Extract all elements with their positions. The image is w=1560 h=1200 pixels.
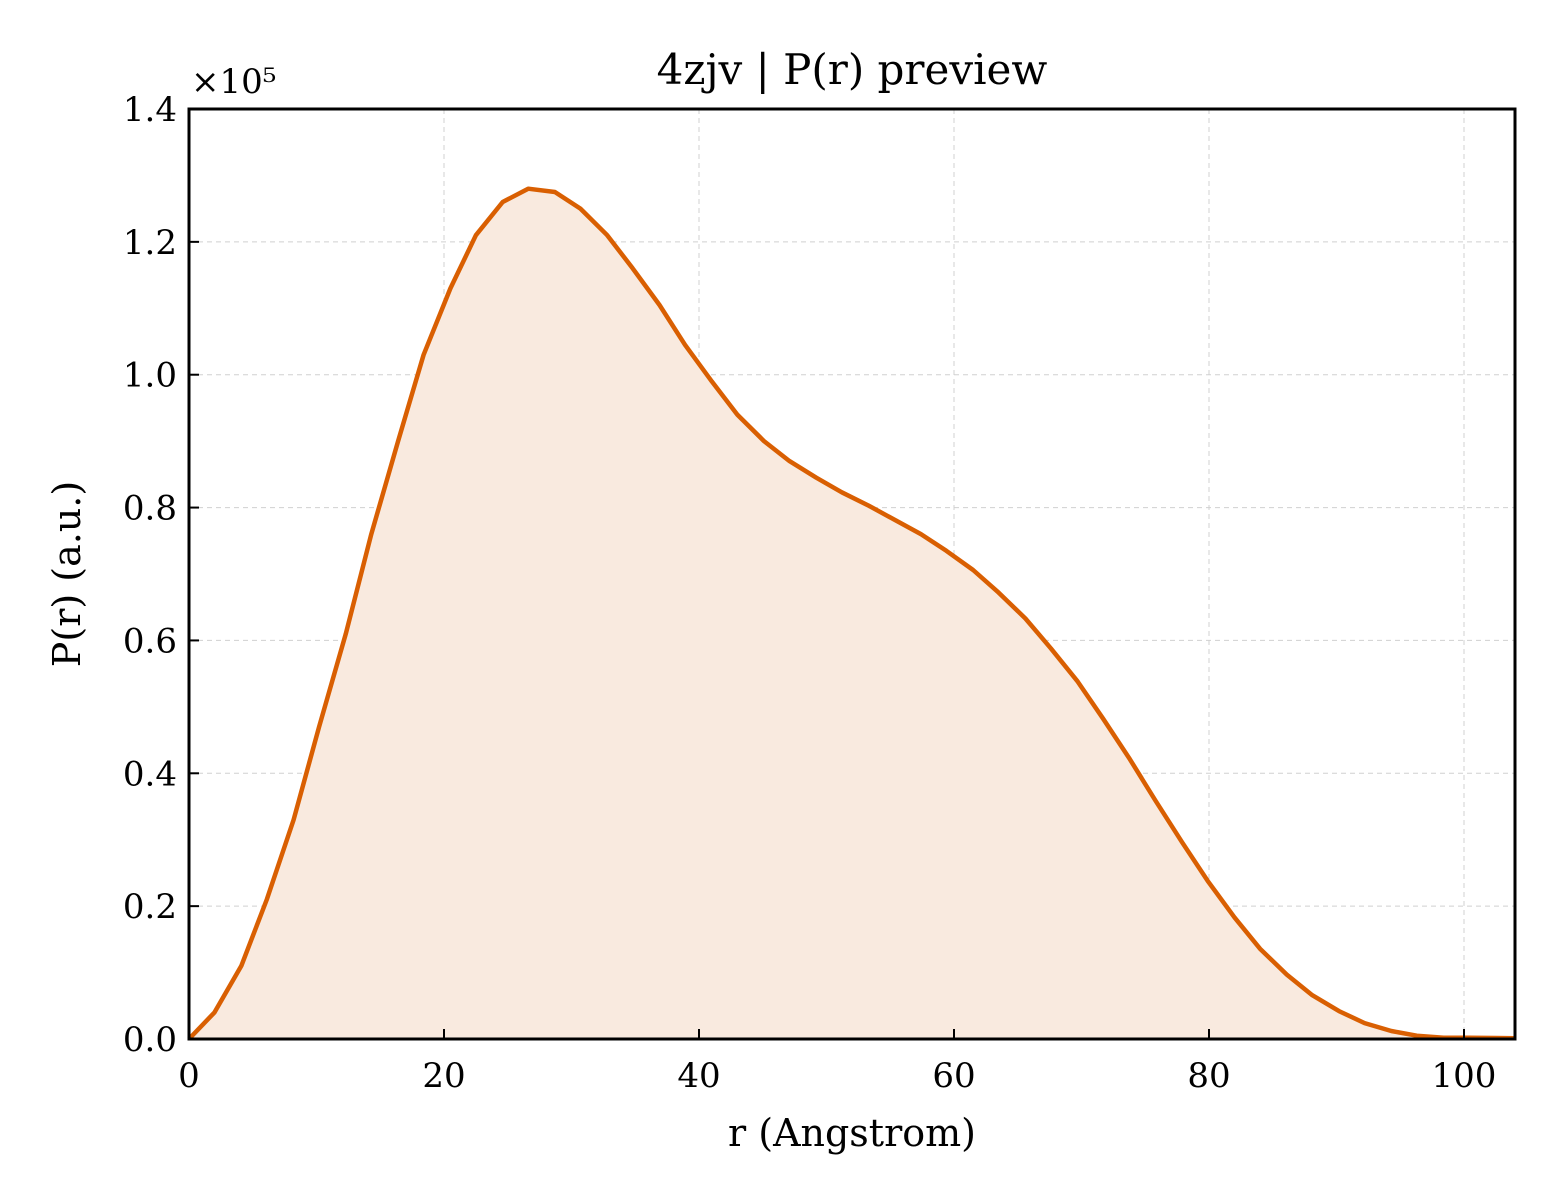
y-axis-label: P(r) (a.u.) [45,481,89,667]
y-tick-label: 0.6 [123,621,177,661]
y-tick-label: 1.0 [123,356,177,396]
y-tick-label: 0.2 [123,887,177,927]
area-fill [189,188,1515,1039]
x-tick-label: 100 [1432,1056,1497,1096]
y-tick-label: 0.8 [123,489,177,529]
axis-ticks: 0 20 40 60 80 100 0.0 0.2 0.4 0.6 0.8 1.0 1.2 1.4 [123,90,1497,1096]
chart-title: 4zjv | P(r) preview [657,45,1048,94]
x-tick-label: 40 [677,1056,720,1096]
y-tick-label: 0.0 [123,1020,177,1060]
y-tick-label: 1.4 [123,90,177,130]
y-multiplier-label: ×10⁵ [191,62,276,102]
x-axis-label: r (Angstrom) [728,1111,976,1155]
x-tick-label: 80 [1187,1056,1230,1096]
x-tick-label: 60 [932,1056,975,1096]
plot-frame [187,107,1517,1041]
series-line [187,186,1516,1041]
y-tick-label: 1.2 [123,223,177,263]
x-tick-label: 20 [422,1056,465,1096]
x-tick-label: 0 [178,1056,200,1096]
y-tick-label: 0.4 [123,754,177,794]
